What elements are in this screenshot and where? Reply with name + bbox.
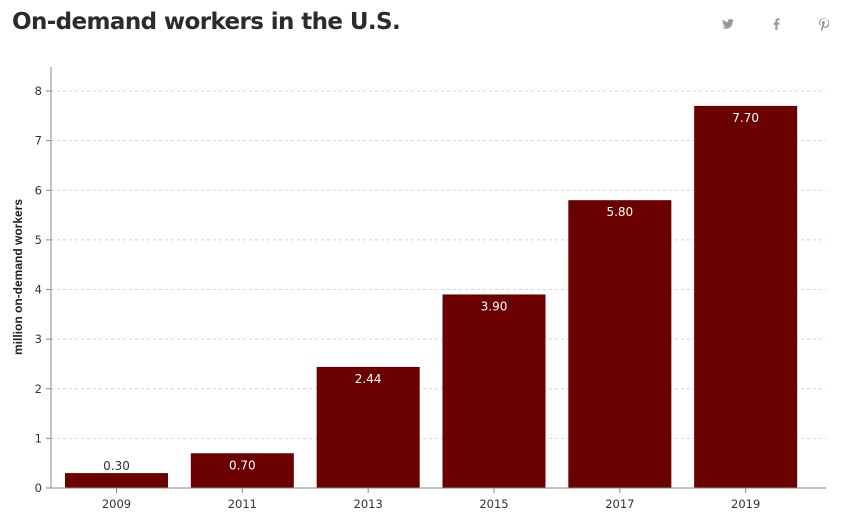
- y-tick-label: 3: [35, 332, 42, 346]
- bar-2019: [694, 105, 798, 488]
- y-tick-label: 8: [35, 84, 42, 98]
- y-tick-label: 7: [35, 134, 42, 148]
- data-label-2009: 0.30: [103, 459, 130, 473]
- bar-2013: [316, 366, 420, 488]
- bar-2009: [65, 473, 168, 488]
- y-tick-label: 2: [35, 382, 42, 396]
- share-bar: [704, 14, 848, 34]
- y-tick-label: 4: [35, 283, 42, 297]
- y-tick-label: 0: [35, 481, 42, 495]
- data-label-2013: 2.44: [355, 372, 382, 386]
- x-tick-label: 2015: [479, 497, 508, 511]
- data-labels: 0.30 0.70 2.44 3.90 5.80 7.70: [103, 111, 759, 473]
- data-label-2011: 0.70: [229, 458, 256, 472]
- data-label-2017: 5.80: [606, 205, 633, 219]
- bar-2011: [190, 453, 294, 488]
- bar-2017: [568, 200, 672, 489]
- x-axis-ticks: 2009 2011 2013 2015 2017 2019: [102, 488, 760, 511]
- x-tick-label: 2009: [102, 497, 131, 511]
- y-tick-label: 1: [35, 431, 42, 445]
- y-tick-label: 5: [35, 233, 42, 247]
- bars: [65, 105, 798, 489]
- twitter-icon[interactable]: [704, 14, 752, 34]
- x-tick-label: 2019: [731, 497, 760, 511]
- facebook-icon[interactable]: [752, 14, 800, 34]
- data-label-2015: 3.90: [481, 299, 508, 313]
- bar-2015: [442, 294, 546, 488]
- x-tick-label: 2013: [354, 497, 383, 511]
- y-axis-label: million on-demand workers: [11, 199, 25, 355]
- data-label-2019: 7.70: [732, 111, 759, 125]
- y-axis-ticks: 0 1 2 3 4 5 6 7 8: [35, 84, 51, 495]
- x-tick-label: 2011: [228, 497, 257, 511]
- pinterest-icon[interactable]: [800, 14, 848, 34]
- y-tick-label: 6: [35, 183, 42, 197]
- x-tick-label: 2017: [605, 497, 634, 511]
- page-title: On-demand workers in the U.S.: [12, 9, 401, 35]
